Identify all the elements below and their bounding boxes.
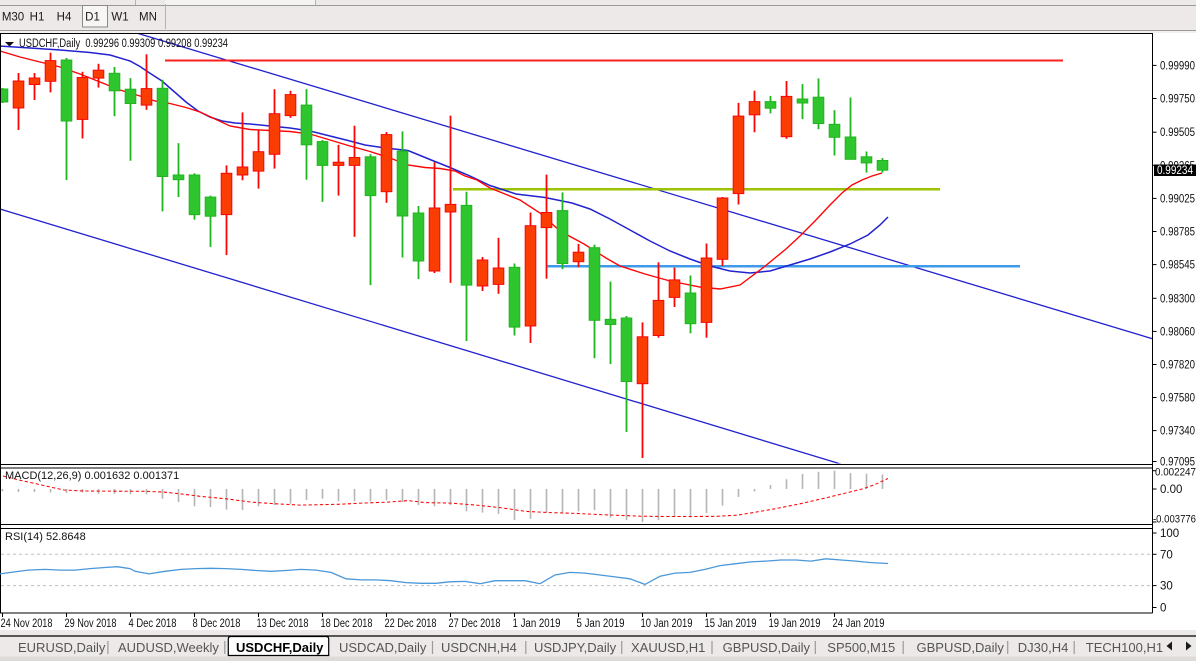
svg-text:GBPUSD,Daily: GBPUSD,Daily (723, 640, 811, 655)
svg-text:29 Nov 2018: 29 Nov 2018 (65, 618, 117, 630)
svg-text:MACD(12,26,9) 0.001632 0.00137: MACD(12,26,9) 0.001632 0.001371 (5, 470, 179, 482)
svg-text:1 Jan 2019: 1 Jan 2019 (513, 618, 561, 630)
svg-text:USDCHF,Daily 0.99296 0.99309: USDCHF,Daily 0.99296 0.99309 0.99208 0.9… (19, 38, 228, 50)
svg-text:5 Jan 2019: 5 Jan 2019 (577, 618, 625, 630)
svg-text:13 Dec 2018: 13 Dec 2018 (257, 618, 309, 630)
svg-text:18 Dec 2018: 18 Dec 2018 (321, 618, 373, 630)
svg-text:0.98060: 0.98060 (1160, 326, 1195, 338)
svg-text:DJ30,H4: DJ30,H4 (1018, 640, 1069, 655)
svg-text:0.97580: 0.97580 (1160, 393, 1195, 405)
svg-text:0.97095: 0.97095 (1160, 457, 1195, 469)
svg-text:USDJPY,Daily: USDJPY,Daily (534, 640, 617, 655)
svg-text:0.99234: 0.99234 (1157, 165, 1194, 177)
svg-text:EURUSD,Daily: EURUSD,Daily (18, 640, 106, 655)
svg-text:8 Dec 2018: 8 Dec 2018 (193, 618, 241, 630)
svg-text:MN: MN (139, 12, 157, 24)
svg-text:SP500,M15: SP500,M15 (827, 640, 895, 655)
svg-text:0.002247: 0.002247 (1155, 467, 1196, 479)
svg-text:RSI(14) 52.8648: RSI(14) 52.8648 (5, 531, 86, 543)
svg-text:0.99505: 0.99505 (1160, 127, 1195, 139)
svg-text:0.98785: 0.98785 (1160, 227, 1195, 239)
svg-text:19 Jan 2019: 19 Jan 2019 (769, 618, 821, 630)
svg-text:AUDUSD,Weekly: AUDUSD,Weekly (118, 640, 219, 655)
svg-text:15 Jan 2019: 15 Jan 2019 (705, 618, 757, 630)
svg-text:10 Jan 2019: 10 Jan 2019 (641, 618, 693, 630)
svg-text:-0.003776: -0.003776 (1153, 514, 1196, 526)
svg-text:0.97340: 0.97340 (1160, 426, 1195, 438)
svg-text:0.99750: 0.99750 (1160, 94, 1195, 106)
svg-text:GBPUSD,Daily: GBPUSD,Daily (917, 640, 1005, 655)
svg-text:0.99025: 0.99025 (1160, 193, 1195, 205)
svg-text:24 Jan 2019: 24 Jan 2019 (833, 618, 885, 630)
svg-text:0.97820: 0.97820 (1160, 360, 1195, 372)
svg-text:USDCNH,H4: USDCNH,H4 (441, 640, 517, 655)
svg-text:70: 70 (1160, 549, 1173, 561)
svg-text:27 Dec 2018: 27 Dec 2018 (449, 618, 501, 630)
svg-text:XAUUSD,H1: XAUUSD,H1 (631, 640, 705, 655)
svg-text:22 Dec 2018: 22 Dec 2018 (385, 618, 437, 630)
svg-text:W1: W1 (111, 12, 128, 24)
svg-text:24 Nov 2018: 24 Nov 2018 (1, 618, 53, 630)
svg-text:0.98300: 0.98300 (1160, 293, 1195, 305)
svg-text:H1: H1 (30, 12, 45, 24)
svg-text:USDCAD,Daily: USDCAD,Daily (339, 640, 427, 655)
svg-text:0.00: 0.00 (1160, 484, 1182, 496)
svg-text:30: 30 (1160, 581, 1173, 593)
svg-text:D1: D1 (85, 12, 100, 24)
svg-text:H4: H4 (57, 12, 72, 24)
svg-text:M30: M30 (2, 12, 24, 24)
svg-text:4 Dec 2018: 4 Dec 2018 (129, 618, 177, 630)
svg-text:100: 100 (1160, 528, 1179, 540)
svg-text:0.98545: 0.98545 (1160, 260, 1195, 272)
svg-text:0.99990: 0.99990 (1160, 60, 1195, 72)
svg-text:USDCHF,Daily: USDCHF,Daily (236, 640, 324, 655)
svg-text:0: 0 (1160, 603, 1166, 615)
svg-text:TECH100,H1: TECH100,H1 (1086, 640, 1163, 655)
